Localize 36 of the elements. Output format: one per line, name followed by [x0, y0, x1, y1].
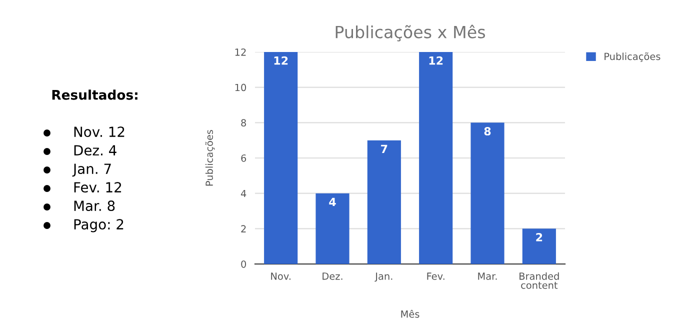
text: Pago: 2	[74, 219, 124, 232]
y-axis-title: Publicações	[205, 130, 215, 186]
data-label: 4	[329, 198, 336, 206]
x-tick-label: Mar.	[478, 272, 497, 280]
y-tick-label: 2	[241, 225, 246, 232]
x-axis-title: Mês	[401, 310, 420, 318]
bar	[419, 52, 453, 264]
y-tick-label: 10	[235, 84, 246, 92]
data-label: 12	[429, 56, 443, 65]
text: Nov. 12	[74, 126, 124, 138]
text: Resultados:	[52, 90, 138, 100]
x-tick-label: Jan.	[374, 272, 392, 282]
x-tick-label: Dez.	[322, 272, 342, 280]
data-label: 8	[484, 127, 491, 136]
text: Jan. 7	[72, 164, 111, 177]
bar	[316, 193, 350, 264]
legend-label: Publicações	[604, 52, 660, 62]
bar	[367, 140, 401, 264]
x-tick-label: Nov.	[271, 272, 290, 280]
bar	[470, 122, 504, 264]
data-label: 2	[536, 233, 542, 242]
y-tick-label: 12	[235, 48, 246, 56]
y-tick-label: 4	[240, 190, 246, 198]
chart-title: Publicações x Mês	[336, 24, 485, 42]
x-tick-label: Fev.	[427, 272, 444, 280]
y-tick-label: 0	[241, 260, 246, 268]
x-tick-label: Branded content	[520, 272, 559, 289]
text: Fev. 12	[74, 182, 122, 193]
text: Mar. 8	[74, 200, 115, 212]
text: Dez. 4	[74, 145, 116, 156]
y-tick-label: 6	[241, 154, 246, 162]
bar	[522, 228, 556, 264]
data-label: 12	[274, 56, 288, 65]
data-label: 7	[381, 144, 388, 153]
y-tick-label: 8	[241, 119, 246, 126]
bar	[264, 52, 298, 264]
